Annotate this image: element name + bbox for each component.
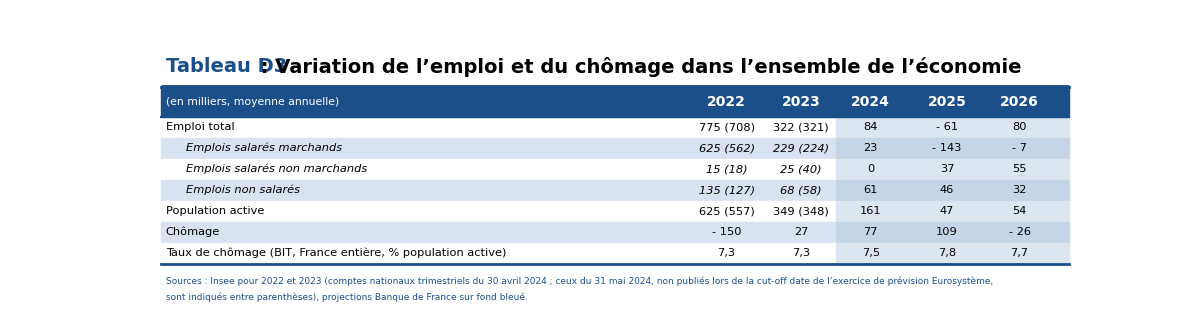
Text: 7,3: 7,3 [718, 248, 736, 258]
Text: 77: 77 [864, 227, 878, 237]
Bar [161, 180, 836, 201]
Text: 46: 46 [940, 185, 954, 195]
Bar [161, 137, 836, 159]
Text: 229 (224): 229 (224) [773, 143, 829, 153]
Bar [836, 117, 1069, 137]
Text: - 61: - 61 [936, 122, 958, 132]
Text: Tableau D3: Tableau D3 [166, 57, 287, 76]
Text: 23: 23 [864, 143, 878, 153]
Text: sont indiqués entre parenthèses), projections Banque de France sur fond bleué.: sont indiqués entre parenthèses), projec… [166, 293, 528, 302]
Bar [161, 117, 836, 137]
Bar [836, 180, 1069, 201]
Text: 135 (127): 135 (127) [698, 185, 755, 195]
Text: 2025: 2025 [928, 95, 966, 109]
Text: - 7: - 7 [1012, 143, 1027, 153]
Text: 349 (348): 349 (348) [773, 206, 829, 216]
Text: Emplois non salarés: Emplois non salarés [186, 185, 300, 195]
Bar [836, 158, 1069, 180]
Text: 161: 161 [860, 206, 882, 216]
Text: (en milliers, moyenne annuelle): (en milliers, moyenne annuelle) [166, 97, 340, 107]
Text: 80: 80 [1013, 122, 1027, 132]
Bar [161, 158, 836, 180]
Bar [161, 221, 836, 242]
Text: 7,5: 7,5 [862, 248, 880, 258]
Text: Chômage: Chômage [166, 227, 220, 237]
Text: 37: 37 [940, 164, 954, 174]
Text: 27: 27 [794, 227, 808, 237]
Text: 25 (40): 25 (40) [780, 164, 822, 174]
Text: 68 (58): 68 (58) [780, 185, 822, 195]
Bar [836, 242, 1069, 264]
Text: - 26: - 26 [1008, 227, 1031, 237]
Text: 2024: 2024 [851, 95, 890, 109]
Text: - 143: - 143 [932, 143, 961, 153]
Bar [836, 201, 1069, 221]
Bar [161, 201, 836, 221]
Text: 2026: 2026 [1000, 95, 1039, 109]
Text: Population active: Population active [166, 206, 264, 216]
Text: Sources : Insee pour 2022 et 2023 (comptes nationaux trimestriels du 30 avril 20: Sources : Insee pour 2022 et 2023 (compt… [166, 276, 994, 286]
Text: 32: 32 [1013, 185, 1027, 195]
Text: Emploi total: Emploi total [166, 122, 234, 132]
Text: 7,7: 7,7 [1010, 248, 1028, 258]
Text: 2023: 2023 [781, 95, 821, 109]
Text: 625 (562): 625 (562) [698, 143, 755, 153]
Text: 84: 84 [864, 122, 878, 132]
Text: 775 (708): 775 (708) [698, 122, 755, 132]
Text: 55: 55 [1013, 164, 1027, 174]
Text: 61: 61 [864, 185, 878, 195]
Text: 15 (18): 15 (18) [706, 164, 748, 174]
Bar [161, 87, 1069, 117]
Text: 2022: 2022 [707, 95, 746, 109]
Text: 0: 0 [868, 164, 875, 174]
Bar [836, 137, 1069, 159]
Text: 54: 54 [1013, 206, 1027, 216]
Text: Emplois salarés non marchands: Emplois salarés non marchands [186, 164, 367, 174]
Text: Emplois salarés marchands: Emplois salarés marchands [186, 143, 342, 153]
Text: 7,3: 7,3 [792, 248, 810, 258]
Bar [836, 221, 1069, 242]
Text: 625 (557): 625 (557) [698, 206, 755, 216]
Text: : Variation de l’emploi et du chômage dans l’ensemble de l’économie: : Variation de l’emploi et du chômage da… [254, 57, 1021, 77]
Text: - 150: - 150 [712, 227, 742, 237]
Text: Taux de chômage (BIT, France entière, % population active): Taux de chômage (BIT, France entière, % … [166, 248, 506, 258]
Text: 47: 47 [940, 206, 954, 216]
Text: 109: 109 [936, 227, 958, 237]
Bar [161, 242, 836, 264]
Text: 7,8: 7,8 [938, 248, 956, 258]
Text: 322 (321): 322 (321) [773, 122, 829, 132]
